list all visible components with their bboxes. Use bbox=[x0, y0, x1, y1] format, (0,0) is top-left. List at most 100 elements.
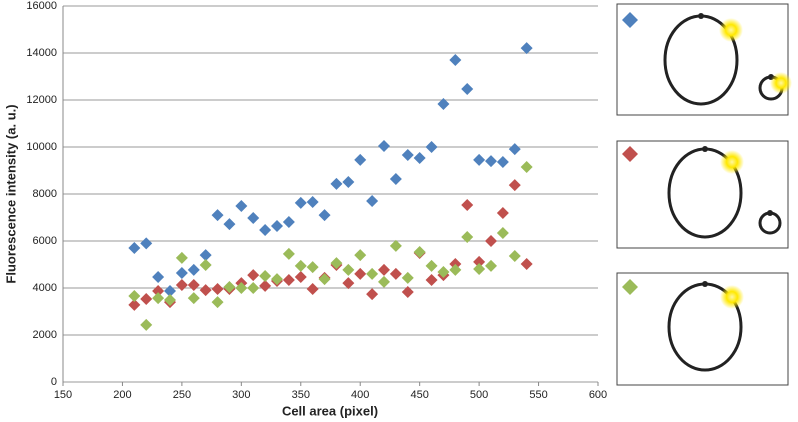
point bbox=[366, 267, 379, 280]
point bbox=[413, 246, 426, 259]
legend-marker bbox=[622, 279, 638, 295]
point bbox=[282, 247, 295, 260]
point bbox=[247, 269, 260, 282]
point bbox=[282, 274, 295, 287]
signal bbox=[720, 285, 744, 309]
plot-area: 0 2000 4000 6000 8000 10000 12000 14000 16000 150… bbox=[26, 0, 607, 401]
x-tick-label: 350 bbox=[292, 389, 310, 401]
point bbox=[425, 259, 438, 272]
point bbox=[223, 218, 236, 231]
point bbox=[259, 223, 272, 236]
y-tick-label: 12000 bbox=[26, 94, 57, 106]
point bbox=[485, 259, 497, 272]
point bbox=[306, 282, 319, 295]
point bbox=[175, 278, 188, 291]
point bbox=[187, 278, 200, 291]
point bbox=[152, 292, 165, 305]
point bbox=[164, 293, 176, 306]
point bbox=[401, 148, 414, 161]
y-tick-label: 2000 bbox=[33, 329, 57, 341]
point bbox=[496, 207, 509, 220]
point bbox=[342, 277, 355, 290]
point bbox=[152, 270, 165, 283]
point bbox=[247, 282, 260, 294]
point bbox=[473, 255, 486, 268]
x-tick-label: 600 bbox=[589, 389, 607, 401]
point bbox=[318, 209, 331, 222]
point bbox=[354, 249, 367, 262]
y-axis-title: Fluorescence intensity (a. u.) bbox=[3, 104, 18, 283]
point bbox=[306, 261, 319, 274]
y-tick-label: 0 bbox=[51, 376, 57, 388]
point bbox=[496, 156, 509, 169]
x-tick-label: 200 bbox=[113, 389, 131, 401]
x-tick-label: 500 bbox=[470, 389, 488, 401]
point bbox=[389, 172, 402, 185]
point bbox=[140, 293, 153, 306]
point bbox=[508, 143, 521, 156]
cell-dot bbox=[702, 281, 708, 287]
point bbox=[496, 227, 509, 240]
point bbox=[508, 179, 521, 192]
y-tick-label: 6000 bbox=[33, 235, 57, 247]
x-tick-label: 400 bbox=[351, 389, 369, 401]
point bbox=[223, 281, 236, 294]
point bbox=[461, 82, 474, 95]
signal bbox=[770, 72, 792, 94]
point bbox=[235, 199, 248, 212]
point bbox=[306, 195, 319, 208]
point bbox=[140, 237, 153, 250]
y-tick-label: 16000 bbox=[26, 0, 57, 12]
point bbox=[294, 270, 307, 283]
point bbox=[508, 250, 521, 263]
point bbox=[342, 176, 355, 189]
point bbox=[175, 251, 188, 264]
x-tick-label: 300 bbox=[232, 389, 250, 401]
x-tick-label: 150 bbox=[54, 389, 72, 401]
y-tick-label: 14000 bbox=[26, 47, 57, 59]
point bbox=[401, 285, 414, 298]
point bbox=[473, 153, 486, 166]
point bbox=[330, 257, 343, 270]
cell-dot bbox=[702, 146, 708, 152]
point bbox=[152, 285, 165, 298]
point bbox=[378, 263, 390, 276]
point bbox=[485, 155, 497, 168]
point bbox=[271, 273, 283, 286]
point bbox=[128, 242, 141, 255]
point bbox=[211, 296, 224, 309]
point bbox=[140, 318, 153, 331]
point bbox=[425, 141, 438, 153]
point bbox=[175, 266, 188, 279]
y-tick-label: 4000 bbox=[33, 282, 57, 294]
point bbox=[437, 97, 450, 110]
cell-dot bbox=[767, 210, 773, 216]
point bbox=[401, 271, 414, 284]
point bbox=[271, 219, 283, 232]
signal bbox=[719, 18, 743, 42]
point bbox=[128, 289, 141, 302]
point bbox=[520, 258, 533, 271]
point bbox=[389, 267, 402, 280]
point bbox=[187, 292, 200, 305]
point bbox=[354, 267, 367, 280]
point bbox=[211, 209, 224, 222]
point bbox=[366, 195, 379, 208]
x-axis-title: Cell area (pixel) bbox=[282, 403, 378, 418]
point bbox=[294, 196, 307, 209]
point bbox=[378, 275, 390, 288]
point bbox=[425, 274, 438, 287]
point bbox=[461, 199, 474, 212]
point bbox=[294, 259, 307, 272]
y-tick-label: 8000 bbox=[33, 188, 57, 200]
cell-dot bbox=[698, 13, 704, 19]
x-tick-label: 250 bbox=[173, 389, 191, 401]
point bbox=[378, 140, 390, 153]
legend-panel bbox=[616, 140, 789, 249]
point bbox=[437, 266, 450, 279]
legend-panel bbox=[616, 3, 792, 116]
point bbox=[199, 249, 212, 262]
point bbox=[282, 215, 295, 228]
point bbox=[520, 42, 533, 55]
